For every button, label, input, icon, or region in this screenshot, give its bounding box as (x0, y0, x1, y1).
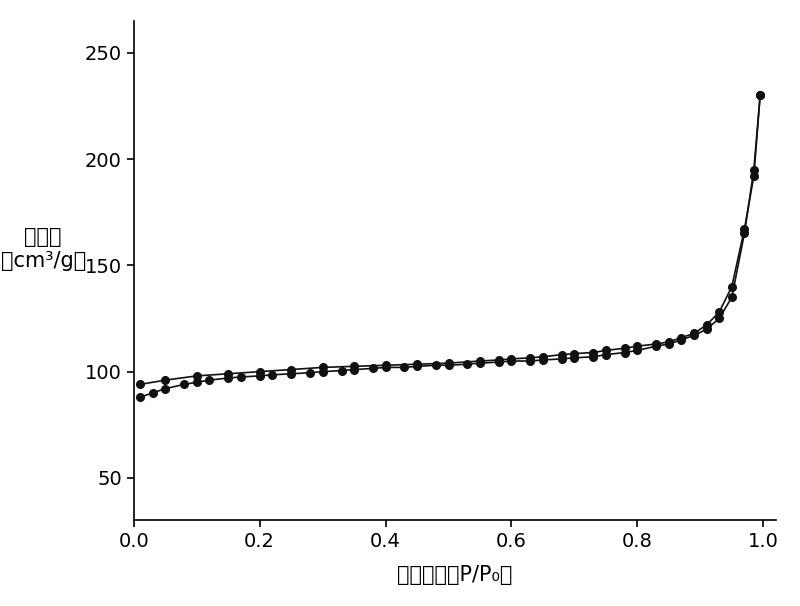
X-axis label: 相对压力（P/P₀）: 相对压力（P/P₀） (397, 565, 513, 585)
Y-axis label: 吸附量
（cm³/g）: 吸附量 （cm³/g） (1, 227, 86, 271)
